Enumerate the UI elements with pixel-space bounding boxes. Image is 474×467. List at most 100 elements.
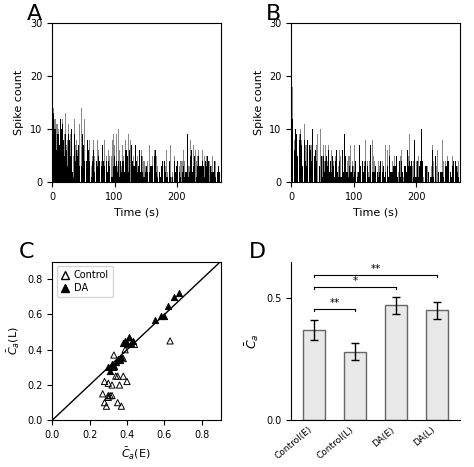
Bar <box>324 161 325 182</box>
Bar <box>119 177 120 182</box>
Bar <box>371 177 372 182</box>
Bar <box>304 124 305 182</box>
Bar <box>306 166 307 182</box>
Bar <box>213 171 214 182</box>
Bar <box>84 119 85 182</box>
Bar <box>63 140 64 182</box>
Bar <box>199 166 200 182</box>
Bar <box>173 156 174 182</box>
Bar <box>149 145 150 182</box>
Bar <box>205 161 206 182</box>
Point <box>104 394 112 401</box>
Bar <box>383 166 384 182</box>
Bar <box>110 161 111 182</box>
Bar <box>298 119 299 182</box>
Bar <box>182 171 183 182</box>
Bar <box>142 156 143 182</box>
Bar <box>129 150 130 182</box>
Bar <box>387 166 388 182</box>
Bar <box>202 150 203 182</box>
Bar <box>88 161 89 182</box>
Bar <box>309 145 310 182</box>
Bar <box>138 177 139 182</box>
Bar <box>357 171 358 182</box>
Bar <box>326 156 327 182</box>
Bar <box>336 150 337 182</box>
Bar <box>173 150 174 182</box>
Bar <box>302 330 325 420</box>
Bar <box>349 166 350 182</box>
Bar <box>155 171 156 182</box>
Bar <box>167 171 168 182</box>
Bar <box>55 150 56 182</box>
Bar <box>340 177 341 182</box>
Point <box>151 316 159 324</box>
Bar <box>217 171 218 182</box>
Bar <box>324 171 325 182</box>
Bar <box>438 177 439 182</box>
Bar <box>296 134 297 182</box>
Bar <box>410 177 411 182</box>
Text: B: B <box>266 4 281 24</box>
Bar <box>194 156 195 182</box>
Bar <box>378 161 379 182</box>
Bar <box>103 161 104 182</box>
Bar <box>338 177 339 182</box>
Bar <box>301 113 302 182</box>
Point <box>106 392 114 399</box>
Bar <box>295 129 296 182</box>
Bar <box>53 113 54 182</box>
Bar <box>68 134 69 182</box>
Bar <box>371 177 372 182</box>
Bar <box>73 145 74 182</box>
Bar <box>62 113 63 182</box>
Bar <box>370 171 371 182</box>
Point <box>164 302 172 309</box>
Bar <box>99 161 100 182</box>
Bar <box>312 129 313 182</box>
Bar <box>420 161 421 182</box>
Bar <box>441 171 442 182</box>
Bar <box>346 156 347 182</box>
Bar <box>115 166 116 182</box>
Bar <box>299 134 300 182</box>
Bar <box>307 161 308 182</box>
Point <box>112 373 119 380</box>
Point <box>129 337 137 345</box>
Bar <box>444 171 445 182</box>
Bar <box>352 166 353 182</box>
Point <box>106 367 114 375</box>
Bar <box>104 166 105 182</box>
Bar <box>114 156 115 182</box>
Bar <box>201 166 202 182</box>
Bar <box>451 177 452 182</box>
Bar <box>434 177 435 182</box>
Bar <box>163 161 164 182</box>
Bar <box>303 124 304 182</box>
Bar <box>372 171 373 182</box>
Bar <box>308 156 309 182</box>
Bar <box>111 156 112 182</box>
Bar <box>389 145 390 182</box>
Bar <box>359 161 360 182</box>
Point <box>108 392 116 399</box>
Bar <box>80 150 81 182</box>
Bar <box>112 140 113 182</box>
Bar <box>109 156 110 182</box>
Bar <box>337 171 338 182</box>
Bar <box>52 113 53 182</box>
Bar <box>407 150 408 182</box>
Bar <box>456 166 457 182</box>
Bar <box>429 166 430 182</box>
Bar <box>131 145 132 182</box>
Bar <box>334 177 335 182</box>
Bar <box>361 161 362 182</box>
Bar <box>414 140 415 182</box>
Bar <box>111 177 112 182</box>
Bar <box>68 124 69 182</box>
X-axis label: Time (s): Time (s) <box>114 207 159 218</box>
Bar <box>146 166 147 182</box>
Bar <box>150 171 151 182</box>
Bar <box>383 171 384 182</box>
Bar <box>208 161 209 182</box>
